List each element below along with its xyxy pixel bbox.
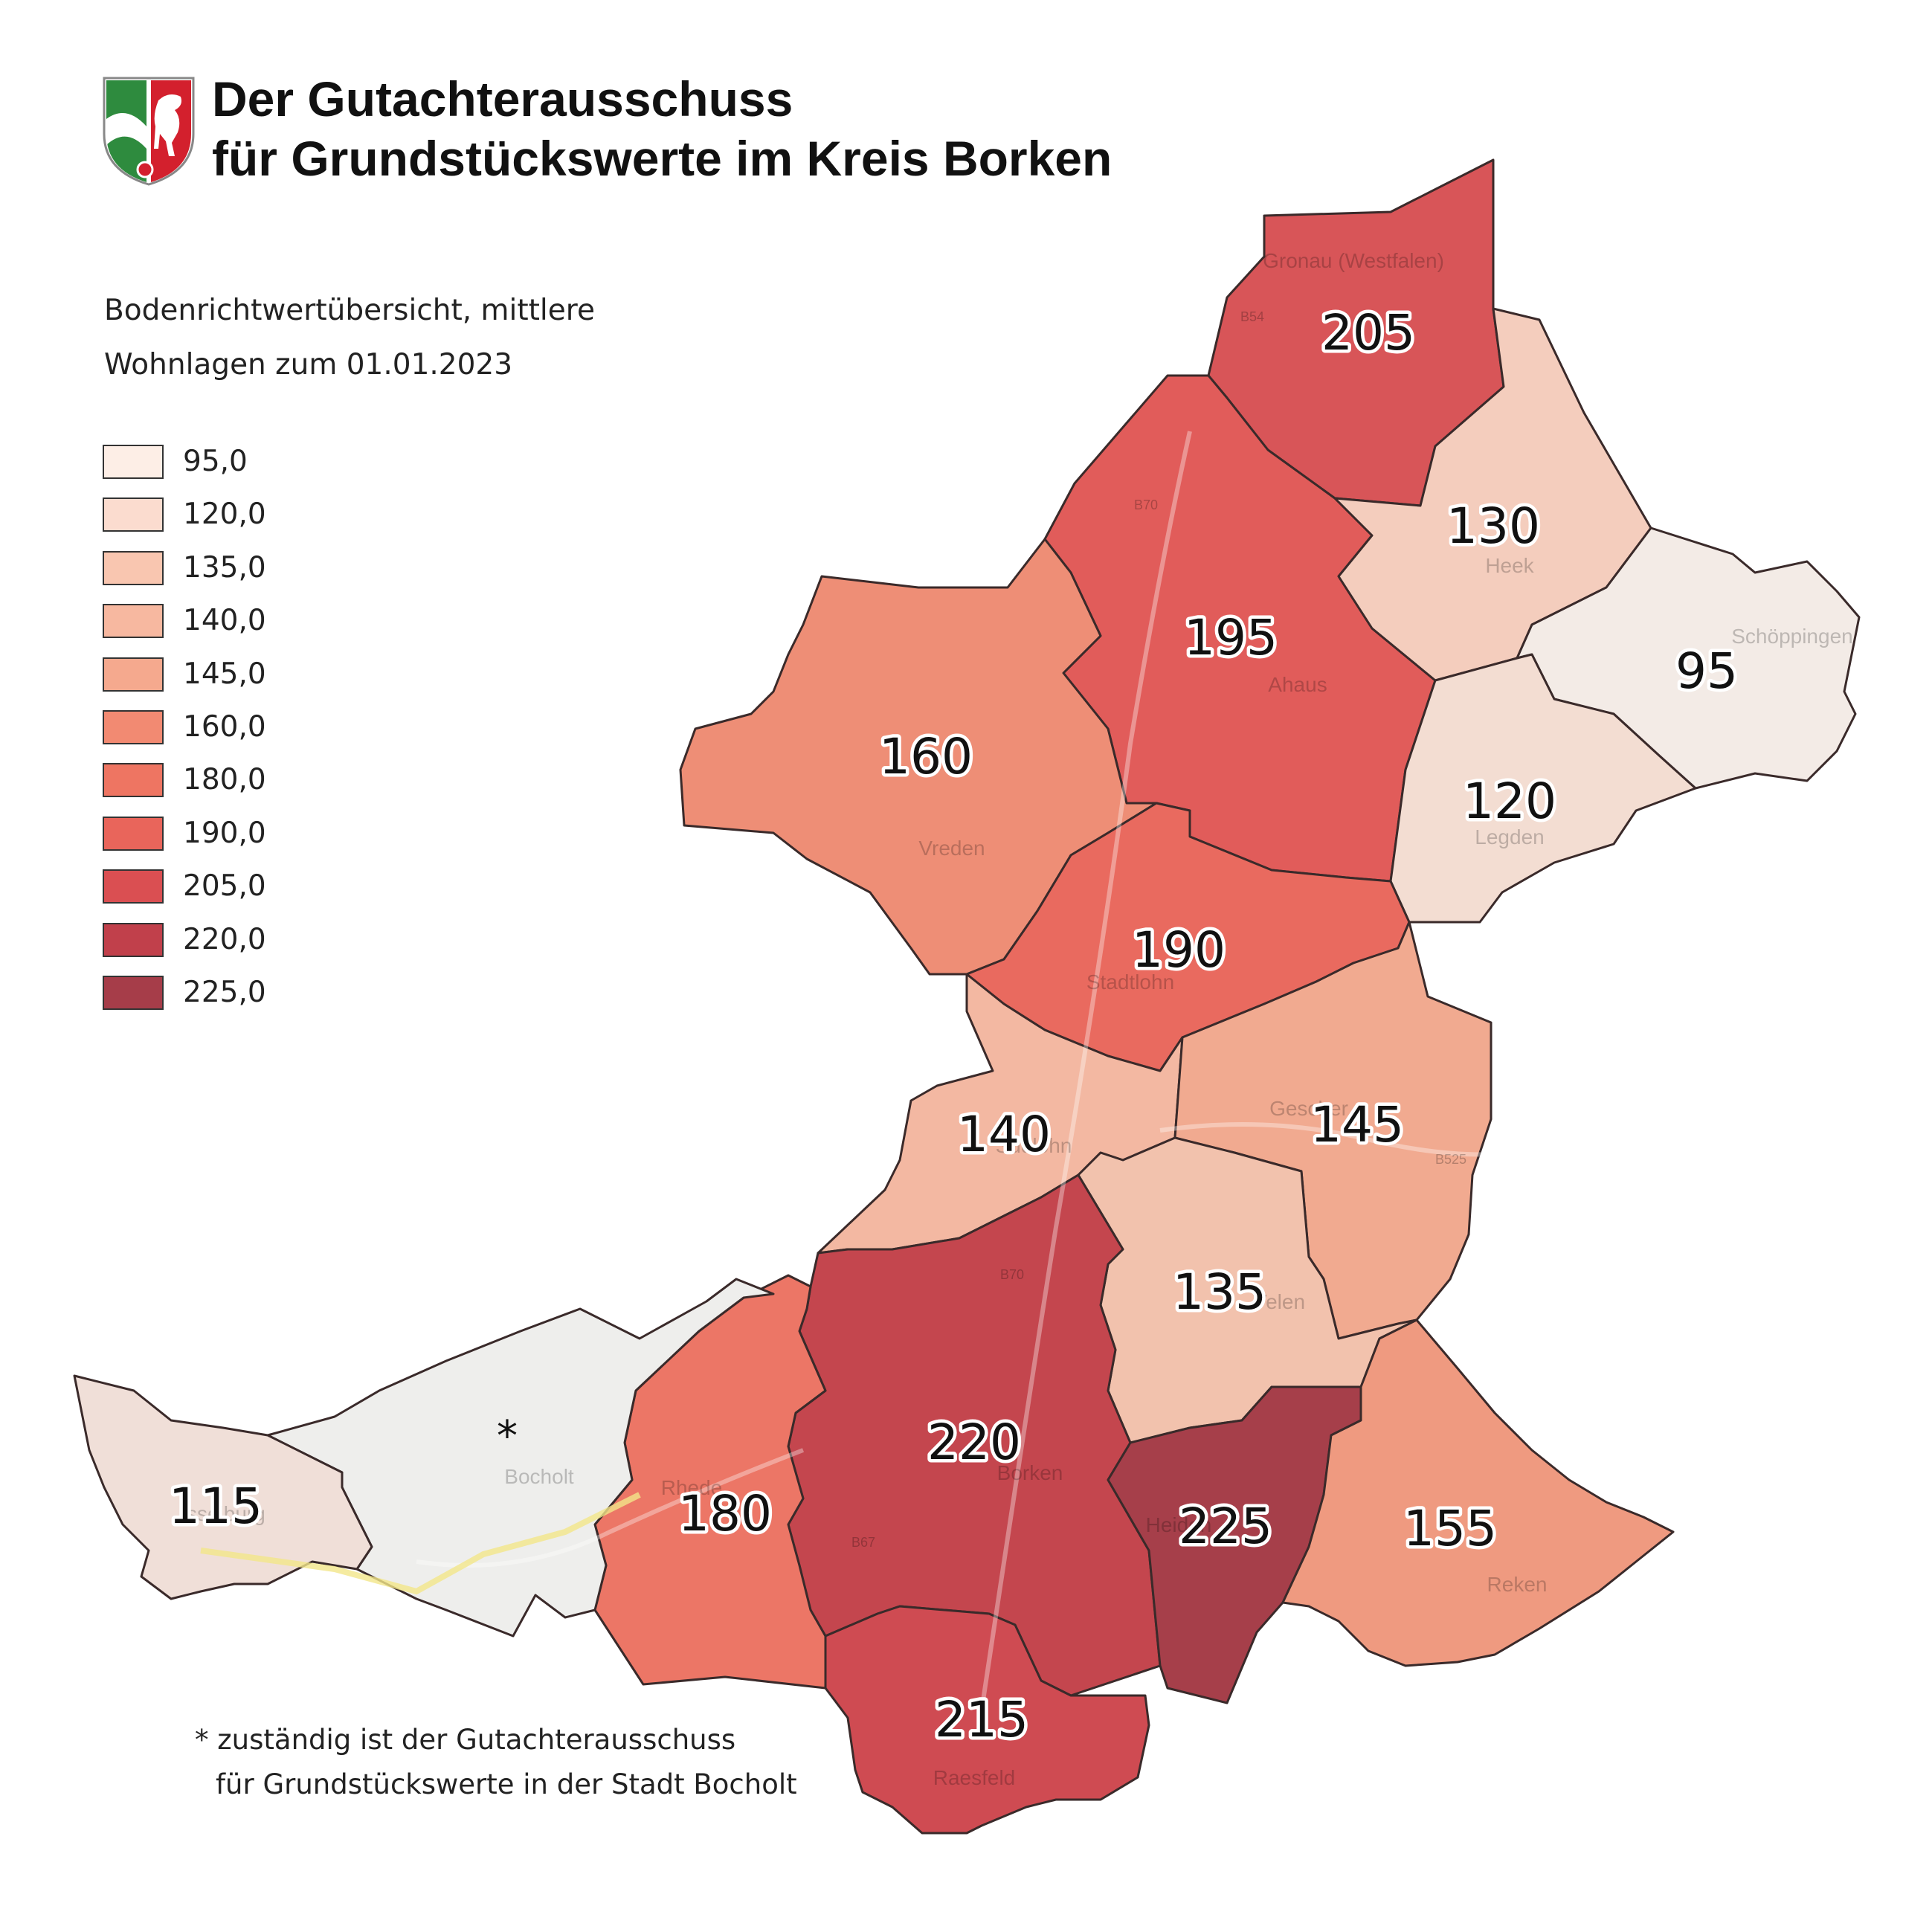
value-label-gescher: 145 — [1310, 1096, 1404, 1153]
place-label-suedlohn: Südlohn — [996, 1134, 1072, 1157]
place-label-gescher: Gescher — [1269, 1097, 1348, 1120]
value-labels: 205 195 130 95 160 120 190 140 145 135 2… — [166, 301, 1742, 1752]
place-label-rhede: Rhede — [661, 1476, 723, 1499]
place-label-velen: Velen — [1253, 1290, 1305, 1313]
legend-label: 180,0 — [183, 763, 266, 796]
region-isselburg[interactable] — [73, 1374, 373, 1600]
horse-icon — [154, 94, 181, 156]
place-label-stadtlohn: Stadtlohn — [1086, 970, 1174, 994]
crest-white-wave — [106, 113, 146, 149]
value-label-legden: 120 — [1463, 773, 1556, 830]
legend-swatch — [103, 498, 164, 532]
value-label-heiden: 225 — [1179, 1498, 1272, 1555]
road-label-b70: B70 — [1134, 498, 1158, 512]
legend-item: 190,0 — [103, 817, 326, 854]
title-line-2: für Grundstückswerte im Kreis Borken — [212, 131, 1112, 186]
footnote-line-2: für Grundstückswerte in der Stadt Bochol… — [216, 1768, 797, 1800]
legend-item: 140,0 — [103, 604, 326, 641]
legend-label: 120,0 — [183, 498, 266, 531]
legend-swatch — [103, 551, 164, 585]
value-label-vreden: 160 — [879, 728, 973, 785]
legend-label: 95,0 — [183, 445, 248, 478]
place-labels: Gronau (Westfalen) Ahaus Heek Schöppinge… — [181, 249, 1853, 1789]
road-lines — [416, 431, 1518, 1711]
value-label-heek: 130 — [1446, 498, 1540, 555]
legend-swatch — [103, 445, 164, 479]
legend-item: 180,0 — [103, 763, 326, 800]
legend-item: 205,0 — [103, 869, 326, 907]
map-regions — [73, 158, 1861, 1835]
region-legden[interactable] — [1389, 653, 1697, 924]
value-label-ahaus: 195 — [1184, 609, 1278, 666]
legend-swatch — [103, 869, 164, 904]
legend-label: 135,0 — [183, 551, 266, 585]
place-label-vreden: Vreden — [918, 837, 985, 860]
place-label-bocholt: Bocholt — [504, 1465, 574, 1488]
legend-swatch — [103, 817, 164, 851]
legend-swatch — [103, 710, 164, 744]
place-label-ahaus: Ahaus — [1268, 673, 1327, 696]
road-label-b67: B67 — [851, 1535, 875, 1550]
legend-label: 145,0 — [183, 657, 266, 691]
value-label-rhede: 180 — [678, 1485, 772, 1542]
place-label-heiden: Heiden — [1146, 1513, 1212, 1536]
legend-label: 225,0 — [183, 976, 266, 1009]
legend-label: 140,0 — [183, 604, 266, 637]
legend-swatch — [103, 923, 164, 957]
road-label-b70-south: B70 — [1000, 1267, 1024, 1282]
legend-swatch — [103, 763, 164, 797]
place-label-raesfeld: Raesfeld — [933, 1766, 1016, 1789]
legend-swatch — [103, 657, 164, 692]
value-label-raesfeld: 215 — [935, 1691, 1028, 1748]
place-label-gronau: Gronau (Westfalen) — [1263, 249, 1444, 272]
nrw-crest-logo — [103, 77, 195, 186]
legend-swatch — [103, 976, 164, 1010]
legend-item: 145,0 — [103, 657, 326, 695]
legend-swatch — [103, 604, 164, 638]
value-label-velen: 135 — [1173, 1263, 1266, 1321]
place-label-legden: Legden — [1475, 825, 1544, 849]
place-label-reken: Reken — [1487, 1573, 1548, 1596]
legend-item: 160,0 — [103, 710, 326, 747]
legend-label: 205,0 — [183, 869, 266, 903]
region-reken[interactable] — [1281, 1318, 1675, 1667]
rose-icon — [136, 161, 154, 178]
region-heek[interactable] — [1333, 307, 1652, 682]
value-label-suedlohn: 140 — [957, 1106, 1051, 1163]
legend-label: 160,0 — [183, 710, 266, 744]
value-label-gronau: 205 — [1321, 304, 1415, 361]
legend-label: 190,0 — [183, 817, 266, 850]
value-label-stadtlohn: 190 — [1132, 921, 1226, 979]
legend-item: 95,0 — [103, 445, 326, 482]
value-label-isselburg: 115 — [169, 1478, 263, 1535]
legend-item: 135,0 — [103, 551, 326, 588]
subtitle-line-2: Wohnlagen zum 01.01.2023 — [104, 348, 513, 381]
legend-label: 220,0 — [183, 923, 266, 956]
legend-item: 120,0 — [103, 498, 326, 535]
footnote-line-1: * zuständig ist der Gutachterausschuss — [195, 1724, 736, 1756]
value-label-bocholt: * — [497, 1412, 518, 1461]
legend-item: 220,0 — [103, 923, 326, 960]
value-label-reken: 155 — [1403, 1500, 1497, 1557]
road-shields: B54 B70 B525 B67 B70 — [851, 309, 1466, 1550]
value-label-schoeppingen: 95 — [1675, 643, 1738, 700]
place-label-heek: Heek — [1485, 554, 1534, 577]
subtitle-line-1: Bodenrichtwertübersicht, mittlere — [104, 294, 595, 327]
road-label-b54: B54 — [1240, 309, 1264, 324]
legend-item: 225,0 — [103, 976, 326, 1013]
road-label-b525: B525 — [1435, 1152, 1466, 1167]
value-label-borken: 220 — [927, 1414, 1021, 1471]
title-line-1: Der Gutachterausschuss — [212, 71, 793, 126]
highway-a3 — [200, 1492, 641, 1595]
place-label-isselburg: Isselburg — [181, 1502, 265, 1525]
region-raesfeld[interactable] — [824, 1605, 1150, 1835]
place-label-borken: Borken — [997, 1461, 1063, 1484]
place-label-schoeppingen: Schöppingen — [1731, 625, 1852, 648]
